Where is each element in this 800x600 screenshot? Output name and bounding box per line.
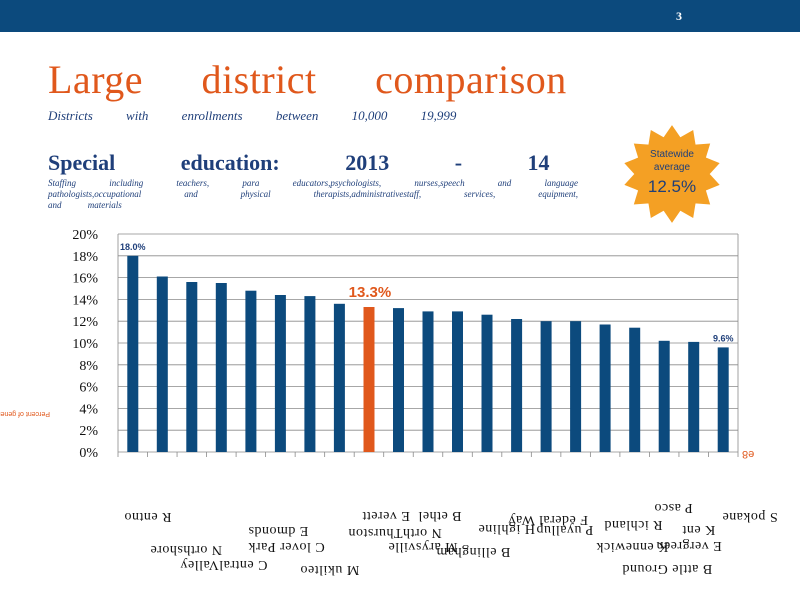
bar — [422, 311, 434, 452]
bar — [658, 340, 670, 452]
data-label: 9.6% — [713, 333, 734, 343]
bar — [333, 303, 345, 452]
statewide-label-1: Statewide — [650, 149, 694, 160]
mirrored-category-label: R ichland — [604, 517, 663, 532]
page-title: Large district comparison — [48, 57, 567, 102]
bar — [599, 324, 611, 452]
y-tick-label: 18% — [72, 250, 98, 265]
statewide-label-2: average — [653, 162, 691, 173]
y-tick-label: 4% — [79, 402, 98, 417]
y-tick-label: 2% — [79, 424, 98, 439]
bar — [393, 308, 404, 452]
statewide-starburst-icon — [624, 125, 720, 223]
bar — [481, 314, 493, 452]
mirrored-category-label: E dmonds — [248, 523, 309, 538]
mirrored-category-label: B attle Ground — [622, 561, 713, 576]
mirrored-category-label: K ent — [682, 522, 716, 537]
y-tick-label: 20% — [72, 228, 98, 243]
section-title: Special education: 2013 - 14 — [48, 150, 550, 176]
bar — [540, 321, 552, 452]
staffing-line-3: and materials — [48, 200, 122, 210]
y-tick-label: 16% — [72, 272, 98, 287]
y-tick-label: 6% — [79, 381, 98, 396]
staffing-line-1: Staffing including teachers, para educat… — [48, 178, 578, 188]
y-tick-label: 0% — [79, 446, 98, 461]
subtitle: Districts with enrollments between 10,00… — [48, 108, 457, 123]
y-tick-label: 10% — [72, 337, 98, 352]
bar — [688, 341, 700, 452]
bar — [304, 296, 316, 452]
bar-chart: 0% 2% 4% 6% 8% 10% 12% 14% 16% 18% 20% 18.0% 13.3% 9.… — [0, 228, 739, 461]
mirrored-category-label: R entno — [124, 509, 172, 524]
y-tick-label: 8% — [79, 359, 98, 374]
mirrored-category-label: B ethel — [418, 508, 462, 523]
bar — [629, 327, 641, 452]
mirrored-category-label: C lover Park — [248, 539, 325, 554]
statewide-average: Statewide average 12.5% — [622, 148, 722, 197]
bar — [274, 295, 286, 452]
bar — [156, 276, 168, 452]
data-label: 13.3% — [349, 284, 392, 301]
mirrored-category-label: E verett — [362, 508, 410, 523]
statewide-value: 12.5% — [647, 177, 697, 196]
bar — [363, 307, 375, 452]
slide-number: 3 — [676, 9, 682, 23]
mirrored-category-label: B ellingham — [436, 544, 511, 559]
section-year-a: 2013 — [345, 150, 390, 175]
y-tick-label: 12% — [72, 315, 98, 330]
mirrored-category-label: M ukilteo — [300, 562, 360, 577]
bar — [452, 311, 463, 452]
rotated-tag: e8 — [742, 448, 755, 460]
mirrored-category-label: E vergreen — [656, 538, 722, 553]
bar — [570, 321, 582, 452]
mirrored-category-label: C entralValley — [180, 557, 268, 572]
bar — [511, 319, 523, 452]
mirrored-category-label: P asco — [654, 500, 693, 515]
section-label: Special education: — [48, 150, 280, 175]
bar — [245, 290, 257, 452]
section-year-b: - 14 — [454, 150, 550, 175]
rotated-axis-note: Percent of general fund expenditures — [0, 410, 50, 417]
mirrored-category-label: N orthshore — [150, 542, 222, 557]
bar — [717, 347, 729, 452]
bar — [127, 255, 139, 452]
bar — [186, 282, 198, 452]
staffing-line-2: pathologists,occupational and physical t… — [48, 189, 578, 199]
y-tick-label: 14% — [72, 293, 98, 308]
mirrored-category-label: P uyallup — [536, 522, 594, 537]
bar — [215, 283, 227, 452]
header-bar: 3 — [0, 0, 800, 32]
mirrored-category-label: S pokane — [722, 509, 778, 524]
staffing-note: Staffing including teachers, para educat… — [48, 178, 578, 211]
data-label: 18.0% — [120, 242, 146, 252]
